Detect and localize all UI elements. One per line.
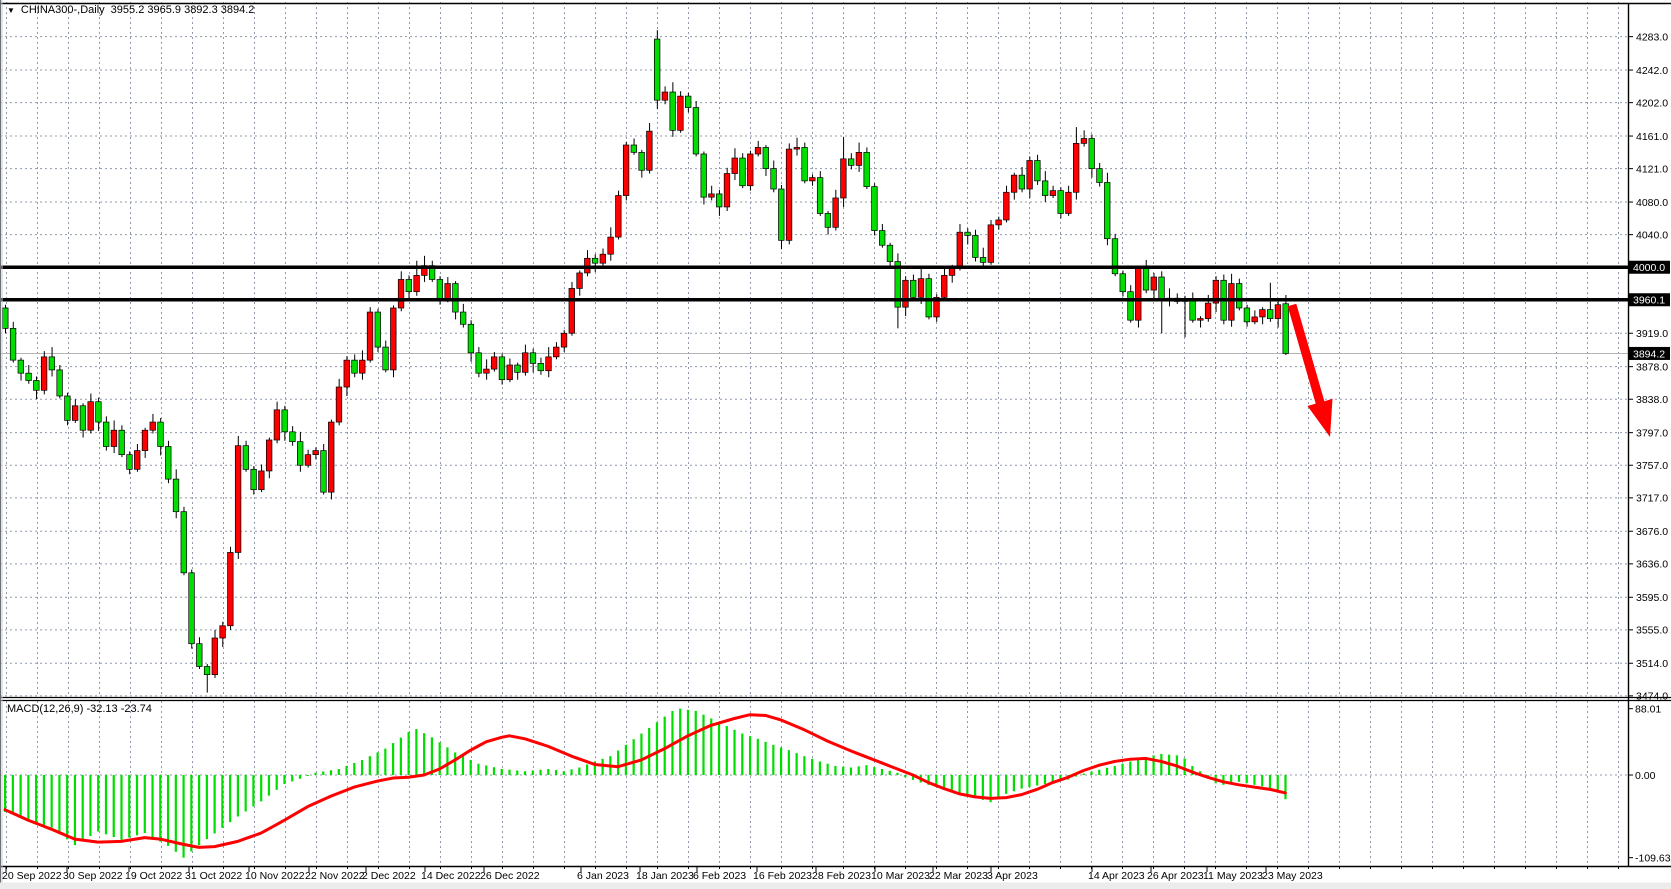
date-label: 23 May 2023 bbox=[1262, 870, 1323, 882]
candles bbox=[2, 30, 1289, 693]
date-label: 10 Nov 2022 bbox=[245, 870, 305, 882]
ohlc-readout: 3955.2 3965.9 3892.3 3894.2 bbox=[110, 4, 255, 16]
svg-text:4121.0: 4121.0 bbox=[1636, 163, 1668, 175]
date-label: 18 Jan 2023 bbox=[636, 870, 694, 882]
svg-text:3555.0: 3555.0 bbox=[1636, 625, 1668, 637]
chart-title: ▼ CHINA300-,Daily 3955.2 3965.9 3892.3 3… bbox=[7, 4, 254, 16]
svg-text:3636.0: 3636.0 bbox=[1636, 559, 1668, 571]
macd-axis[interactable]: 88.01 0.00 -109.63 bbox=[1628, 703, 1671, 864]
price-axis[interactable]: 4283.0 4242.0 4202.0 4161.0 4121.0 4080.0 4040… bbox=[1628, 31, 1670, 703]
price-tag-4000.0: 4000.0 bbox=[1633, 262, 1665, 274]
svg-text:3838.0: 3838.0 bbox=[1636, 394, 1668, 406]
svg-text:3514.0: 3514.0 bbox=[1636, 658, 1668, 670]
svg-text:0.00: 0.00 bbox=[1635, 770, 1656, 782]
svg-text:3474.0: 3474.0 bbox=[1636, 691, 1668, 703]
date-label: 20 Sep 2022 bbox=[2, 870, 62, 882]
date-axis[interactable]: 20 Sep 2022 30 Sep 2022 19 Oct 2022 31 Oct … bbox=[2, 866, 1619, 882]
date-label: 14 Dec 2022 bbox=[421, 870, 481, 882]
date-label: 6 Jan 2023 bbox=[577, 870, 629, 882]
horizontal-lines[interactable] bbox=[0, 265, 1628, 302]
macd-histogram bbox=[4, 708, 1287, 858]
date-label: 19 Oct 2022 bbox=[125, 870, 182, 882]
svg-text:4161.0: 4161.0 bbox=[1636, 131, 1668, 143]
date-label: 26 Apr 2023 bbox=[1147, 870, 1204, 882]
symbol-dropdown-icon[interactable]: ▼ bbox=[7, 5, 15, 15]
date-label: 11 May 2023 bbox=[1203, 870, 1263, 882]
macd-indicator-label: MACD(12,26,9) -32.13 -23.74 bbox=[7, 703, 152, 715]
date-label: 31 Oct 2022 bbox=[185, 870, 242, 882]
date-label: 2 Dec 2022 bbox=[362, 870, 416, 882]
svg-text:-109.63: -109.63 bbox=[1635, 852, 1671, 864]
date-label: 3 Apr 2023 bbox=[987, 870, 1038, 882]
symbol-period-label: CHINA300-,Daily bbox=[20, 4, 105, 16]
date-label: 28 Feb 2023 bbox=[812, 870, 871, 882]
date-label: 22 Nov 2022 bbox=[305, 870, 365, 882]
svg-text:88.01: 88.01 bbox=[1635, 703, 1661, 715]
down-arrow-annotation[interactable] bbox=[1287, 303, 1333, 437]
price-tag-3960.1: 3960.1 bbox=[1633, 295, 1665, 307]
date-label: 22 Mar 2023 bbox=[929, 870, 988, 882]
svg-text:4080.0: 4080.0 bbox=[1636, 197, 1668, 209]
svg-text:3757.0: 3757.0 bbox=[1636, 460, 1668, 472]
svg-text:3676.0: 3676.0 bbox=[1636, 526, 1668, 538]
date-label: 6 Feb 2023 bbox=[693, 870, 746, 882]
svg-text:3595.0: 3595.0 bbox=[1636, 592, 1668, 604]
date-label: 16 Feb 2023 bbox=[753, 870, 812, 882]
svg-text:4242.0: 4242.0 bbox=[1636, 65, 1668, 77]
svg-text:3717.0: 3717.0 bbox=[1636, 493, 1668, 505]
grid bbox=[0, 2, 1628, 866]
date-label: 10 Mar 2023 bbox=[871, 870, 930, 882]
svg-text:4202.0: 4202.0 bbox=[1636, 97, 1668, 109]
date-label: 26 Dec 2022 bbox=[480, 870, 540, 882]
svg-text:3919.0: 3919.0 bbox=[1636, 328, 1668, 340]
date-label: 30 Sep 2022 bbox=[63, 870, 123, 882]
date-label: 14 Apr 2023 bbox=[1088, 870, 1145, 882]
svg-text:4040.0: 4040.0 bbox=[1636, 229, 1668, 241]
price-tag-3894.2: 3894.2 bbox=[1633, 348, 1665, 360]
svg-text:3878.0: 3878.0 bbox=[1636, 361, 1668, 373]
svg-text:3797.0: 3797.0 bbox=[1636, 427, 1668, 439]
macd-signal-line bbox=[3, 713, 1287, 849]
svg-text:4283.0: 4283.0 bbox=[1636, 31, 1668, 43]
